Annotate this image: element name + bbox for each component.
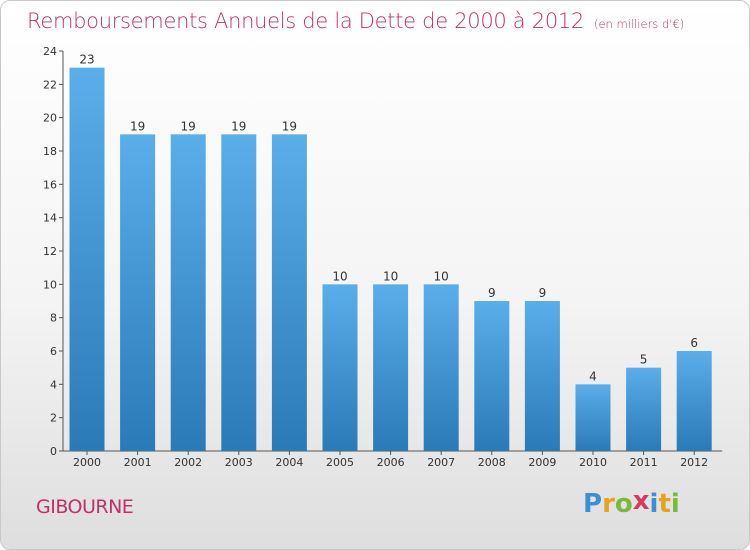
logo-letter: t: [658, 489, 671, 519]
logo-letter: i: [649, 489, 659, 519]
data-labels: 23 19 19 19 19 10 10 10 9 9 4 5 6: [79, 53, 698, 384]
data-label-2010: 4: [589, 369, 597, 383]
logo-letter: o: [614, 489, 633, 519]
y-tick-label: 20: [43, 112, 57, 125]
y-tick-label: 8: [50, 312, 57, 325]
y-tick-label: 4: [50, 378, 57, 391]
bar-2006: [373, 284, 409, 451]
data-label-2009: 9: [539, 286, 547, 300]
y-tick-label: 0: [50, 445, 57, 458]
bar-2002: [170, 134, 206, 452]
data-label-2004: 19: [282, 119, 297, 133]
bar-2000: [69, 67, 105, 452]
bar-2009: [524, 301, 560, 451]
x-tick-label: 2012: [680, 456, 708, 469]
x-tick-label: 2008: [478, 456, 506, 469]
proxiti-logo: Proxiti: [583, 486, 680, 519]
bar-series: [69, 67, 712, 452]
y-tick-label: 24: [43, 45, 57, 58]
y-tick-label: 16: [43, 178, 57, 191]
data-label-2003: 19: [231, 119, 246, 133]
x-axis: 2000 2001 2002 2003 2004 2005 2006 2007 2008 2009…: [63, 450, 723, 469]
y-tick-label: 6: [50, 345, 57, 358]
data-label-2008: 9: [488, 286, 496, 300]
bar-2007: [423, 284, 459, 451]
logo-letter: x: [632, 486, 650, 516]
data-label-2001: 19: [130, 119, 145, 133]
y-tick-label: 22: [43, 78, 57, 91]
logo-letter: r: [602, 489, 615, 519]
logo-letter: P: [583, 489, 603, 519]
y-tick-label: 18: [43, 145, 57, 158]
bar-2012: [676, 351, 712, 451]
y-tick-label: 10: [43, 278, 57, 291]
x-tick-label: 2002: [174, 456, 202, 469]
x-tick-label: 2011: [630, 456, 658, 469]
data-label-2007: 10: [434, 269, 449, 283]
bar-2004: [271, 134, 307, 452]
chart-title-text: Remboursements Annuels de la Dette de 20…: [27, 9, 584, 33]
data-label-2006: 10: [383, 269, 398, 283]
bar-2003: [221, 134, 257, 452]
x-tick-label: 2006: [377, 456, 405, 469]
data-label-2002: 19: [181, 119, 196, 133]
y-tick-label: 2: [50, 412, 57, 425]
x-tick-label: 2010: [579, 456, 607, 469]
data-label-2011: 5: [640, 353, 648, 367]
x-tick-label: 2000: [73, 456, 101, 469]
y-tick-label: 12: [43, 245, 57, 258]
bar-2010: [575, 384, 611, 451]
logo-letter: i: [670, 489, 680, 519]
bar-2008: [474, 301, 510, 451]
data-label-2005: 10: [332, 269, 347, 283]
x-tick-label: 2007: [427, 456, 455, 469]
bar-2001: [120, 134, 156, 452]
y-tick-label: 14: [43, 212, 57, 225]
x-tick-label: 2004: [275, 456, 303, 469]
chart-unit-note: (en milliers d'€): [594, 17, 685, 31]
x-tick-label: 2003: [225, 456, 253, 469]
x-tick-label: 2009: [528, 456, 556, 469]
bar-2005: [322, 284, 358, 451]
bar-2011: [626, 367, 662, 451]
data-label-2000: 23: [79, 53, 94, 67]
x-tick-label: 2001: [124, 456, 152, 469]
chart-title: Remboursements Annuels de la Dette de 20…: [27, 9, 684, 33]
commune-name: GIBOURNE: [36, 496, 134, 518]
data-label-2012: 6: [690, 336, 698, 350]
x-tick-label: 2005: [326, 456, 354, 469]
